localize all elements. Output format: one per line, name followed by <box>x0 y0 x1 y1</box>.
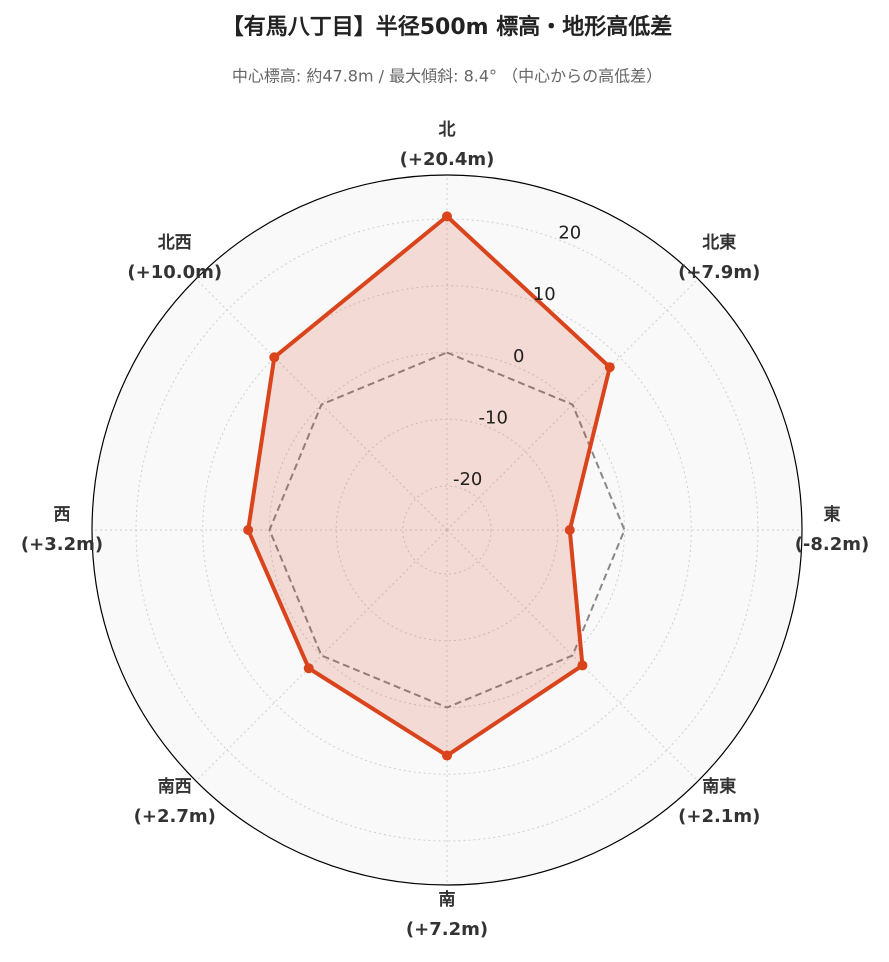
category-label: 南東 <box>702 776 736 797</box>
category-label: 南 <box>439 889 456 910</box>
data-point <box>243 525 254 535</box>
r-tick-label: -10 <box>479 407 508 428</box>
value-label: (+3.2m) <box>21 534 103 555</box>
category-label: 北西 <box>158 233 192 253</box>
data-point <box>303 663 314 674</box>
r-tick-label: 0 <box>513 346 524 367</box>
value-label: (+2.7m) <box>134 806 216 827</box>
plot-border <box>91 174 803 886</box>
chart-subtitle: 中心標高: 約47.8m / 最大傾斜: 8.4° （中心からの高低差） <box>232 67 662 86</box>
value-label: (-8.2m) <box>795 534 870 555</box>
data-point <box>577 660 588 671</box>
grid-spoke <box>446 529 699 782</box>
data-point <box>564 525 575 535</box>
value-label: (+7.9m) <box>678 262 760 283</box>
category-label: 北 <box>439 120 456 140</box>
data-point <box>604 362 615 373</box>
data-point <box>269 352 280 363</box>
category-label: 西 <box>54 505 71 525</box>
value-label: (+2.1m) <box>678 806 760 827</box>
category-label: 東 <box>824 504 841 525</box>
data-point <box>442 211 452 222</box>
category-label: 南西 <box>158 776 192 797</box>
grid-ring <box>402 485 492 575</box>
value-label: (+7.2m) <box>406 919 488 940</box>
grid-spoke <box>195 529 448 782</box>
r-tick-label: 10 <box>533 284 556 305</box>
r-tick-label: 20 <box>558 222 581 243</box>
value-label: (+10.0m) <box>127 262 222 283</box>
data-point <box>442 750 452 761</box>
chart-title: 【有馬八丁目】半径500m 標高・地形高低差 <box>222 14 673 40</box>
r-tick-label: -20 <box>453 469 482 490</box>
grid-spoke <box>446 278 699 531</box>
grid-ring <box>202 285 692 775</box>
value-label: (+20.4m) <box>400 149 495 170</box>
category-label: 北東 <box>702 232 736 253</box>
grid-spoke <box>195 278 448 531</box>
